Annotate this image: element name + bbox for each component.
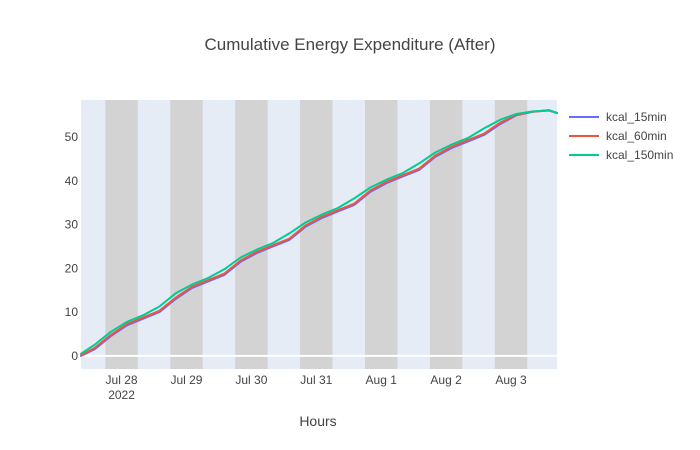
x-tick-label: Jul 31 [300, 373, 332, 387]
y-tick-label: 0 [71, 349, 78, 363]
legend[interactable]: kcal_15min kcal_60min kcal_150min [569, 110, 673, 162]
x-tick-label: Aug 3 [495, 373, 527, 387]
x-tick-label: Jul 29 [170, 373, 202, 387]
series-line-kcal_60min [80, 109, 558, 357]
y-tick-label: 20 [65, 261, 79, 275]
legend-item-kcal_60min[interactable]: kcal_60min [569, 129, 667, 143]
x-tick-year-label: 2022 [108, 388, 135, 402]
y-tick-label: 50 [65, 130, 79, 144]
legend-item-kcal_15min[interactable]: kcal_15min [569, 110, 667, 124]
night-band [170, 100, 203, 369]
series-line-kcal_150min [80, 109, 558, 355]
night-band [429, 100, 463, 369]
y-axis-ticks: 0 10 20 30 40 50 [65, 130, 79, 363]
y-tick-label: 40 [65, 174, 79, 188]
legend-label: kcal_15min [606, 110, 667, 124]
series-lines [80, 109, 558, 357]
night-bands [105, 100, 528, 369]
night-band [364, 100, 398, 369]
chart-title: Cumulative Energy Expenditure (After) [204, 35, 495, 54]
legend-label: kcal_60min [606, 129, 667, 143]
legend-label: kcal_150min [606, 148, 673, 162]
y-tick-label: 10 [65, 305, 79, 319]
night-band [235, 100, 268, 369]
night-band [300, 100, 333, 369]
x-tick-label: Jul 28 [106, 373, 138, 387]
x-tick-label: Aug 2 [430, 373, 462, 387]
x-axis-title: Hours [299, 413, 336, 429]
y-tick-label: 30 [65, 218, 79, 232]
night-band [494, 100, 528, 369]
x-tick-label: Aug 1 [366, 373, 398, 387]
x-tick-label: Jul 30 [235, 373, 267, 387]
legend-item-kcal_150min[interactable]: kcal_150min [569, 148, 673, 162]
series-line-kcal_15min [80, 109, 558, 357]
